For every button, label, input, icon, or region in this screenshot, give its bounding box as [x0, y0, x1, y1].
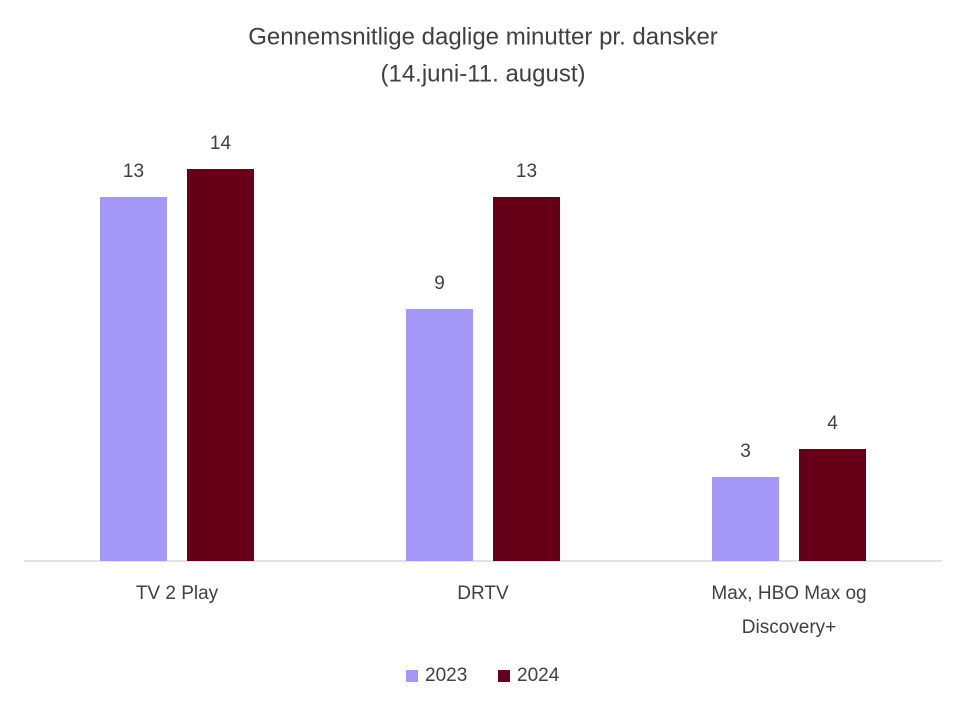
x-tick-label: DRTV [457, 583, 509, 604]
data-label: 13 [123, 161, 144, 182]
bar [712, 477, 779, 561]
chart-subtitle: (14.juni-11. august) [380, 60, 585, 87]
data-label: 13 [516, 161, 537, 182]
x-tick-label: TV 2 Play [135, 583, 219, 604]
legend-label: 2023 [425, 665, 467, 686]
bar [799, 449, 866, 561]
data-label: 4 [827, 413, 838, 434]
data-label: 14 [210, 133, 232, 154]
data-label: 9 [434, 273, 445, 294]
bar [100, 197, 167, 561]
bar [493, 197, 560, 561]
data-label: 3 [740, 441, 751, 462]
chart-title: Gennemsnitlige daglige minutter pr. dans… [248, 23, 718, 50]
legend-swatch [406, 670, 418, 682]
legend-label: 2024 [517, 665, 560, 686]
bar [406, 309, 473, 561]
legend-swatch [498, 670, 510, 682]
x-tick-label: Max, HBO Max og Discovery+ [711, 583, 867, 638]
bar [187, 169, 254, 561]
